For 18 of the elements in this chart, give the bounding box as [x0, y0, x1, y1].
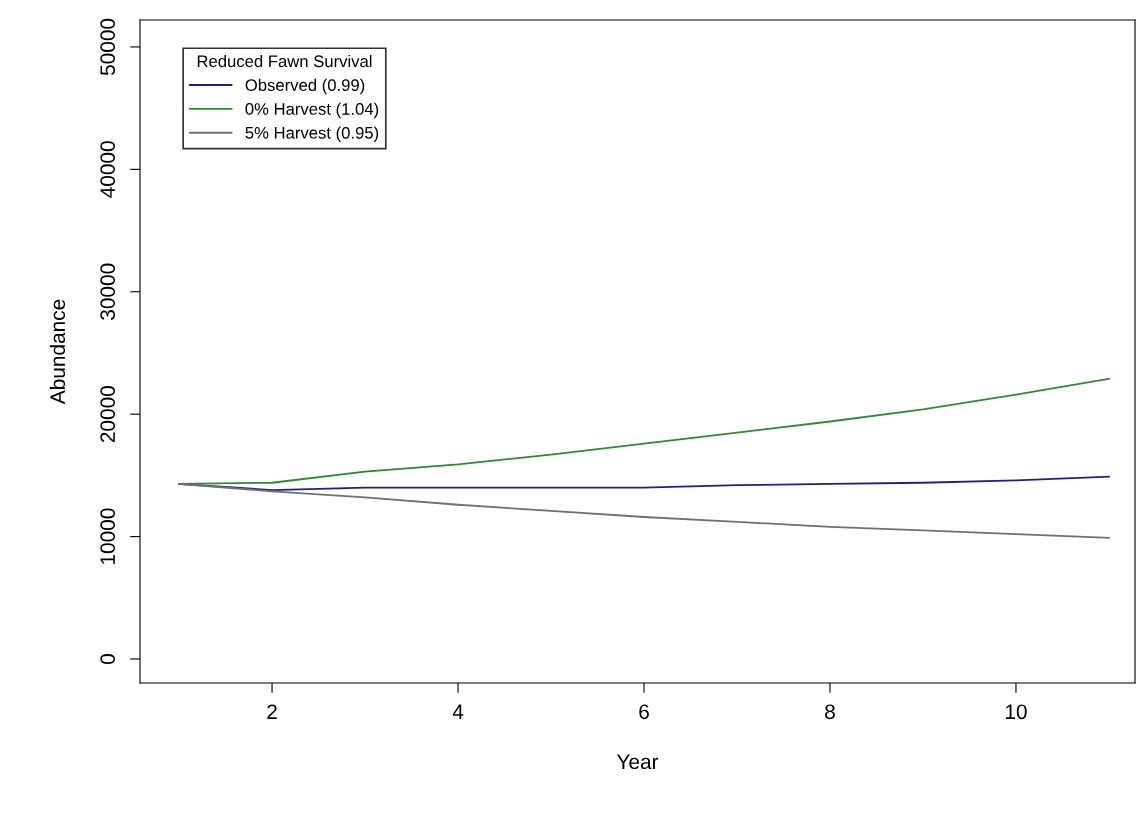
x-tick-label: 6 — [639, 704, 649, 720]
y-tick-label: 0 — [100, 654, 116, 664]
x-tick-label: 8 — [825, 704, 835, 720]
x-tick-label: 4 — [452, 704, 464, 719]
y-tick-label: 40000 — [100, 141, 116, 198]
y-tick-label: 30000 — [100, 263, 116, 320]
y-axis-title: Abundance — [49, 299, 66, 405]
x-tick-label: 2 — [267, 704, 277, 719]
line-series — [178, 483, 1110, 539]
legend-label: Observed (0.99) — [245, 78, 365, 95]
legend-label: 5% Harvest (0.95) — [245, 126, 379, 143]
x-tick-label: 10 — [1005, 704, 1027, 720]
legend-title: Reduced Fawn Survival — [197, 54, 372, 68]
x-axis-title: Year — [616, 754, 659, 770]
y-tick-label: 20000 — [100, 386, 116, 443]
legend-label: 0% Harvest (1.04) — [245, 102, 379, 119]
y-tick-label: 50000 — [100, 18, 116, 76]
y-tick-label: 10000 — [100, 508, 116, 564]
